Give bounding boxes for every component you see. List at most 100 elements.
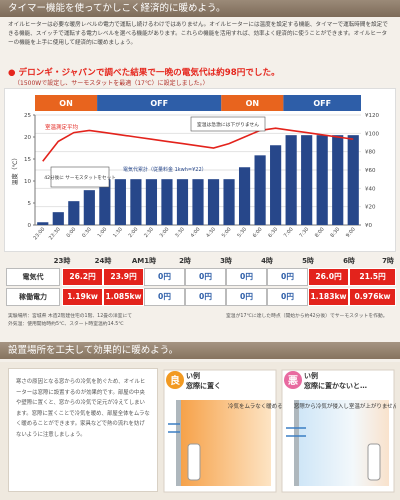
cell: 0円 bbox=[226, 288, 267, 306]
cell: 1.085kw bbox=[103, 288, 144, 306]
bar bbox=[223, 179, 235, 225]
annotation-box bbox=[50, 166, 110, 188]
cell: 1.183kw bbox=[308, 288, 349, 306]
cell: 0円 bbox=[185, 288, 226, 306]
cell: 0円 bbox=[226, 268, 267, 286]
x-tick-label: 23:30 bbox=[48, 226, 62, 241]
y2-tick-label: ¥20 bbox=[365, 205, 376, 211]
cell: 26.2円 bbox=[62, 268, 103, 286]
x-tick-label: 6:30 bbox=[267, 226, 279, 238]
period-band bbox=[283, 95, 361, 111]
period-label: OFF bbox=[313, 99, 331, 108]
bar bbox=[301, 135, 313, 225]
table-row: 稼働電力 1.19kw 1.085kw 0円 0円 0円 0円 1.183kw … bbox=[6, 288, 396, 306]
y-tick-label: 10 bbox=[24, 179, 31, 185]
example-note: 冷気をムラなく暖める bbox=[228, 402, 283, 410]
x-tick-label: 23:00 bbox=[32, 226, 46, 241]
x-tick-label: 2:30 bbox=[143, 226, 155, 238]
annotation: 42分後に サーモスタットをセット bbox=[44, 174, 116, 181]
x-tick-label: 5:30 bbox=[236, 226, 248, 238]
period-band bbox=[221, 95, 284, 111]
time-label: 2時 bbox=[179, 257, 191, 265]
series-label: 電気代累計（従量料金 1kwh=¥22） bbox=[123, 166, 207, 173]
bar bbox=[176, 179, 189, 225]
section-header: タイマー機能を使ってかしこく経済的に暖めよう。 bbox=[0, 0, 400, 17]
x-tick-label: 0:00 bbox=[66, 226, 78, 238]
cell: 0円 bbox=[267, 288, 308, 306]
x-tick-label: 4:30 bbox=[205, 226, 217, 238]
temperature-line bbox=[42, 127, 354, 162]
bar bbox=[347, 135, 359, 225]
time-label: 6時 bbox=[343, 257, 355, 265]
example-title: い例 bbox=[304, 371, 318, 380]
cell: 0.976kw bbox=[349, 288, 396, 306]
headline: ● デロンギ・ジャパンで調べた結果で一晩の電気代は約98円でした。 bbox=[8, 68, 280, 78]
cell: 0円 bbox=[144, 288, 185, 306]
badge bbox=[284, 371, 302, 389]
y-tick-label: 5 bbox=[28, 201, 32, 207]
note: 実験場所：宮城県 木造2階建住宅の1階、12畳の洋室にて bbox=[8, 314, 133, 319]
time-row: 23時 24時 AM1時 2時 3時 4時 5時 6時 7時 bbox=[54, 256, 396, 267]
y-axis-label: 温度（℃） bbox=[11, 155, 19, 186]
heater bbox=[367, 443, 381, 481]
x-tick-label: 7:00 bbox=[283, 226, 295, 238]
y-tick-label: 25 bbox=[24, 113, 31, 119]
cell: 21.5円 bbox=[349, 268, 396, 286]
intro-text: オイルヒーターは必要な暖房レベルの電力で運転し続けるわけではありません。オイルヒ… bbox=[8, 22, 388, 46]
bar bbox=[83, 190, 95, 225]
cell: 0円 bbox=[144, 268, 185, 286]
x-tick-label: 6:00 bbox=[252, 226, 264, 238]
x-tick-label: 3:00 bbox=[159, 226, 171, 238]
example-subtitle: 窓際に置かないと… bbox=[304, 381, 367, 390]
bar bbox=[207, 179, 220, 225]
bar bbox=[52, 212, 64, 225]
example-note: 窓際から冷気が侵入し室温が上がりません bbox=[294, 402, 396, 410]
subheadline: （1500Wで設定し、サーモスタットを最適（17℃）に設定しました。） bbox=[14, 80, 209, 87]
time-label: 3時 bbox=[220, 257, 232, 265]
badge-text: 悪 bbox=[288, 375, 298, 387]
row-label: 電気代 bbox=[6, 268, 60, 286]
y-tick-label: 0 bbox=[28, 223, 32, 229]
cold-arrow bbox=[168, 423, 180, 433]
bar bbox=[114, 179, 126, 225]
example-title: い例 bbox=[186, 371, 200, 380]
period-band bbox=[35, 95, 98, 111]
period-band bbox=[97, 95, 222, 111]
body-text: 寒さの原因となる窓からの冷気を防ぐため、オイルヒーターは窓際に設置するのが効果的… bbox=[8, 368, 158, 492]
note: 室温が17℃に達した時点（開始から約42分後）でサーモスタットを作動。 bbox=[226, 314, 388, 319]
y2-tick-label: ¥80 bbox=[365, 150, 376, 156]
chart: ON OFF ON OFF 0 5 10 15 20 25 ¥0 ¥20 ¥40 ¥60 ¥80 ¥100 ¥1… bbox=[4, 88, 396, 252]
illustrations: 良 い例 窓際に置く 冷気をムラなく暖める 悪 い例 窓際に置かないと… 窓際か… bbox=[163, 369, 396, 493]
cell: 23.9円 bbox=[103, 268, 144, 286]
bar bbox=[145, 179, 158, 225]
note: 外気温：使用開始時約5℃、スタート時室温約14.5℃ bbox=[8, 322, 124, 327]
bar bbox=[130, 179, 142, 225]
window bbox=[294, 400, 299, 486]
y2-tick-label: ¥100 bbox=[365, 131, 379, 137]
bar bbox=[99, 179, 111, 225]
x-tick-label: 8:00 bbox=[314, 226, 326, 238]
y2-tick-label: ¥120 bbox=[365, 113, 379, 119]
x-tick-label: 1:00 bbox=[97, 226, 109, 238]
time-label: 5時 bbox=[302, 257, 314, 265]
bar bbox=[37, 222, 49, 225]
y-tick-label: 20 bbox=[24, 135, 31, 141]
heater bbox=[187, 443, 201, 481]
x-tick-label: 9:00 bbox=[345, 226, 357, 238]
period-label: ON bbox=[246, 99, 260, 108]
time-label: AM1時 bbox=[131, 257, 157, 265]
bar bbox=[192, 179, 204, 225]
x-tick-label: 8:30 bbox=[329, 226, 341, 238]
bar bbox=[316, 135, 328, 225]
table-row: 電気代 26.2円 23.9円 0円 0円 0円 0円 26.0円 21.5円 bbox=[6, 268, 396, 286]
y-tick-label: 15 bbox=[24, 157, 31, 163]
period-label: ON bbox=[59, 99, 73, 108]
x-tick-label: 2:00 bbox=[128, 226, 140, 238]
window bbox=[176, 400, 181, 486]
example-subtitle: 窓際に置く bbox=[186, 381, 221, 390]
y2-tick-label: ¥40 bbox=[365, 186, 376, 192]
bar bbox=[285, 135, 297, 225]
x-tick-label: 0:30 bbox=[81, 226, 93, 238]
row-label: 稼働電力 bbox=[6, 288, 60, 306]
bar bbox=[254, 155, 266, 225]
